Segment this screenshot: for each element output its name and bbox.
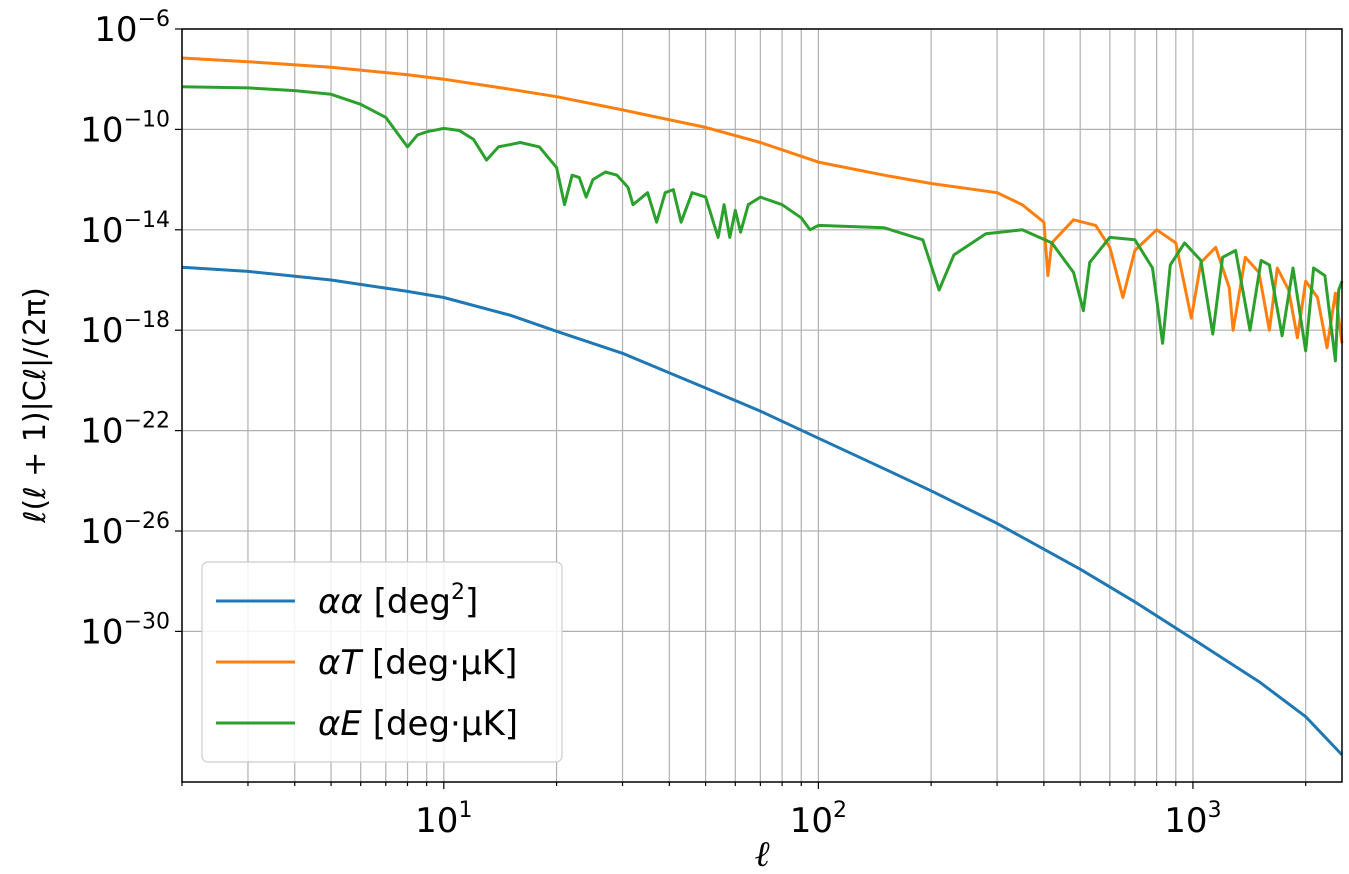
y-tick-label: 10−30	[80, 609, 170, 652]
x-axis-label: ℓ	[755, 834, 770, 874]
x-tick-label: 101	[415, 798, 472, 841]
y-axis: 10−6 10−10 10−14 10−18 10−22 10−26 10−30	[80, 7, 182, 652]
plot-frame	[181, 28, 1343, 783]
y-tick-label: 10−26	[80, 509, 170, 552]
alpha-e-series-line	[181, 85, 1344, 363]
y-tick-label: 10−22	[80, 409, 170, 452]
y-tick-label: 10−14	[80, 208, 170, 251]
series-layer	[181, 56, 1344, 756]
legend-label: αα [deg2]	[318, 580, 478, 622]
alpha-t-series-line	[181, 56, 1344, 350]
y-tick-label: 10−18	[80, 308, 170, 351]
y-tick-label: 10−6	[94, 7, 170, 50]
legend-label: αE [deg·μK]	[318, 704, 518, 744]
y-axis-label: ℓ(ℓ + 1)|Cℓ|/(2π)	[18, 287, 53, 524]
x-tick-label: 103	[1164, 798, 1221, 841]
legend: αα [deg2] αT [deg·μK] αE [deg·μK]	[201, 561, 563, 763]
x-tick-label: 102	[790, 798, 847, 841]
alpha-alpha-series-line	[181, 265, 1344, 756]
y-tick-label: 10−10	[80, 107, 170, 150]
x-axis: 101 102 103	[181, 782, 1307, 841]
legend-label: αT [deg·μK]	[318, 643, 517, 683]
legend-box	[201, 561, 563, 763]
